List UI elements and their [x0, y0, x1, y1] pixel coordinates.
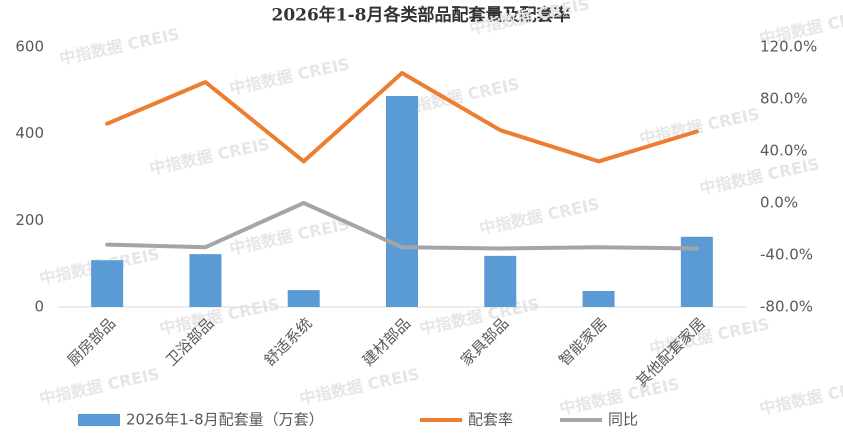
- y2-tick-label: 80.0%: [760, 90, 808, 108]
- line: [105, 71, 699, 164]
- x-tick-label: 智能家居: [555, 314, 610, 369]
- y2-tick-label: 0.0%: [760, 194, 798, 212]
- watermark: 中指数据 CREIS: [638, 104, 761, 148]
- legend-label: 2026年1-8月配套量（万套）: [126, 411, 324, 429]
- y2-tick-label: 40.0%: [760, 142, 808, 160]
- watermark: 中指数据 CREIS: [298, 364, 421, 408]
- chart-title: 2026年1-8月各类部品配套量及配套率: [271, 5, 570, 26]
- legend-label: 同比: [608, 411, 638, 429]
- bar: [189, 254, 222, 307]
- watermark: 中指数据 CREIS: [758, 374, 843, 418]
- watermark: 中指数据 CREIS: [148, 134, 271, 178]
- y-tick-label: 600: [15, 38, 44, 56]
- watermark: 中指数据 CREIS: [58, 24, 181, 68]
- y-tick-label: 400: [15, 124, 44, 142]
- watermark: 中指数据 CREIS: [38, 364, 161, 408]
- legend-swatch: [78, 414, 120, 426]
- y-tick-label: 0: [34, 298, 44, 316]
- watermark: 中指数据 CREIS: [228, 214, 351, 258]
- x-tick-label: 厨房部品: [64, 314, 119, 369]
- watermark: 中指数据 CREIS: [478, 194, 601, 238]
- y2-tick-label: 120.0%: [760, 38, 817, 56]
- line: [105, 201, 699, 251]
- y-tick-label: 200: [15, 211, 44, 229]
- y2-tick-label: -40.0%: [760, 246, 813, 264]
- x-tick-label: 建材部品: [359, 314, 414, 369]
- bar: [91, 260, 124, 307]
- y2-tick-label: -80.0%: [760, 298, 813, 316]
- watermark: 中指数据 CREIS: [228, 54, 351, 98]
- watermark: 中指数据 CREIS: [698, 154, 821, 198]
- bar: [287, 290, 320, 307]
- bar: [582, 290, 615, 307]
- watermark: 中指数据 CREIS: [418, 294, 541, 338]
- x-tick-label: 舒适系统: [261, 314, 316, 369]
- bar: [386, 95, 418, 307]
- legend-label: 配套率: [468, 411, 513, 429]
- bar: [484, 255, 517, 307]
